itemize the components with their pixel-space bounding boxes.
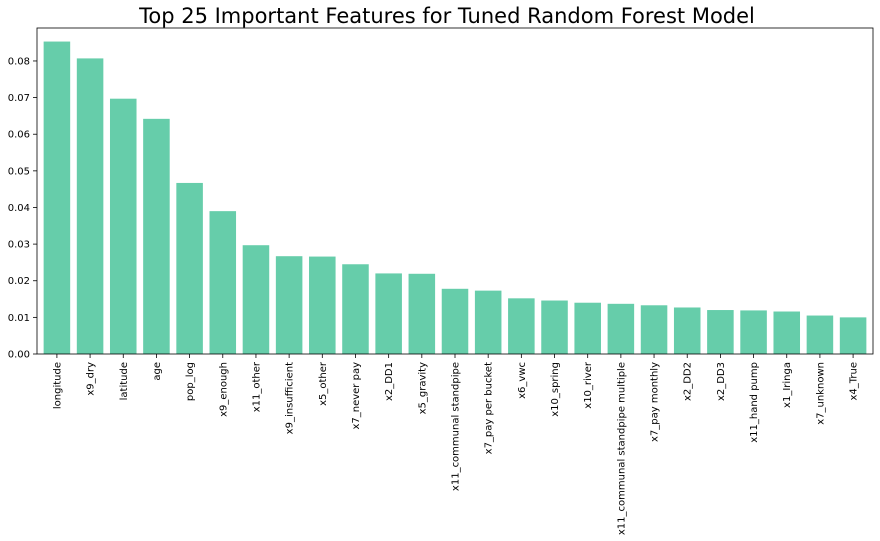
bar-x10-river bbox=[574, 302, 601, 354]
x-axis: longitude x9_dry latitude age pop_log x9_enou… bbox=[52, 354, 860, 535]
x-tick-label: x7_unknown bbox=[815, 362, 826, 425]
x-tick-label: pop_log bbox=[185, 362, 196, 401]
bar-x11-communal-standpipe-multiple bbox=[607, 303, 635, 354]
x-tick-label: x6_vwc bbox=[517, 362, 528, 399]
x-tick-label: longitude bbox=[52, 362, 63, 409]
bar-x7-pay-monthly bbox=[640, 305, 668, 354]
bar-x11-hand-pump bbox=[740, 310, 767, 354]
bar-pop-log bbox=[176, 182, 203, 354]
x-tick-label: x9_dry bbox=[86, 362, 97, 396]
plot-frame bbox=[36, 27, 874, 355]
x-tick-label: x9_insufficient bbox=[285, 362, 296, 434]
y-axis: 0.00 0.01 0.02 0.03 0.04 0.05 0.06 0.07 0.08 bbox=[8, 56, 37, 361]
x-tick-label: x7_pay per bucket bbox=[484, 362, 495, 454]
x-tick-label: x2_DD1 bbox=[384, 362, 395, 401]
bar-x11-other bbox=[242, 245, 270, 354]
x-tick-label: x1_Iringa bbox=[782, 362, 793, 408]
x-tick-label: x10_spring bbox=[550, 362, 561, 417]
x-tick-label: x11_hand pump bbox=[749, 362, 760, 443]
bar-x7-unknown bbox=[806, 315, 834, 354]
y-tick-label: 0.05 bbox=[8, 166, 30, 177]
x-tick-label: x11_other bbox=[251, 361, 262, 412]
x-tick-label: x11_communal standpipe bbox=[451, 362, 462, 491]
y-tick-label: 0.06 bbox=[8, 130, 30, 141]
bar-x1-iringa bbox=[773, 311, 801, 354]
bar-x9-enough bbox=[209, 211, 237, 354]
y-tick-label: 0.04 bbox=[8, 203, 30, 214]
x-tick-label: x11_communal standpipe multiple bbox=[616, 362, 627, 535]
bar-longitude bbox=[43, 41, 71, 355]
bars-group bbox=[43, 41, 867, 355]
x-tick-label: x4_True bbox=[849, 362, 860, 401]
y-tick-label: 0.08 bbox=[8, 56, 30, 67]
y-tick-label: 0.00 bbox=[8, 350, 30, 361]
bar-x7-pay-per-bucket bbox=[474, 290, 502, 354]
x-tick-label: x5_gravity bbox=[417, 362, 428, 414]
x-tick-label: latitude bbox=[119, 362, 130, 400]
x-tick-label: x9_enough bbox=[218, 362, 229, 417]
x-tick-label: x2_DD3 bbox=[716, 362, 727, 401]
bar-x2-dd2 bbox=[673, 307, 701, 354]
bar-x4-true bbox=[839, 317, 867, 354]
x-tick-label: x5_other bbox=[318, 361, 329, 406]
bar-x9-insufficient bbox=[275, 256, 303, 354]
bar-x2-dd1 bbox=[375, 273, 402, 354]
bar-latitude bbox=[109, 98, 137, 354]
bar-x11-communal-standpipe bbox=[441, 288, 469, 354]
bar-x5-other bbox=[309, 256, 336, 354]
bar-x6-vwc bbox=[508, 298, 535, 354]
y-tick-label: 0.01 bbox=[8, 313, 30, 324]
x-tick-label: x7_never pay bbox=[351, 362, 362, 430]
y-tick-label: 0.07 bbox=[8, 93, 30, 104]
bar-x7-never-pay bbox=[342, 264, 369, 354]
bar-x2-dd3 bbox=[707, 310, 734, 354]
bar-age bbox=[143, 118, 170, 354]
x-tick-label: x7_pay monthly bbox=[650, 362, 661, 442]
x-tick-label: age bbox=[152, 362, 163, 381]
x-tick-label: x2_DD2 bbox=[683, 362, 694, 401]
y-tick-label: 0.02 bbox=[8, 276, 30, 287]
bar-x5-gravity bbox=[408, 273, 436, 354]
y-tick-label: 0.03 bbox=[8, 240, 30, 251]
bar-x10-spring bbox=[541, 300, 568, 354]
chart-title: Top 25 Important Features for Tuned Rand… bbox=[138, 4, 755, 28]
x-tick-label: x10_river bbox=[583, 361, 594, 409]
bar-x9-dry bbox=[76, 58, 104, 354]
